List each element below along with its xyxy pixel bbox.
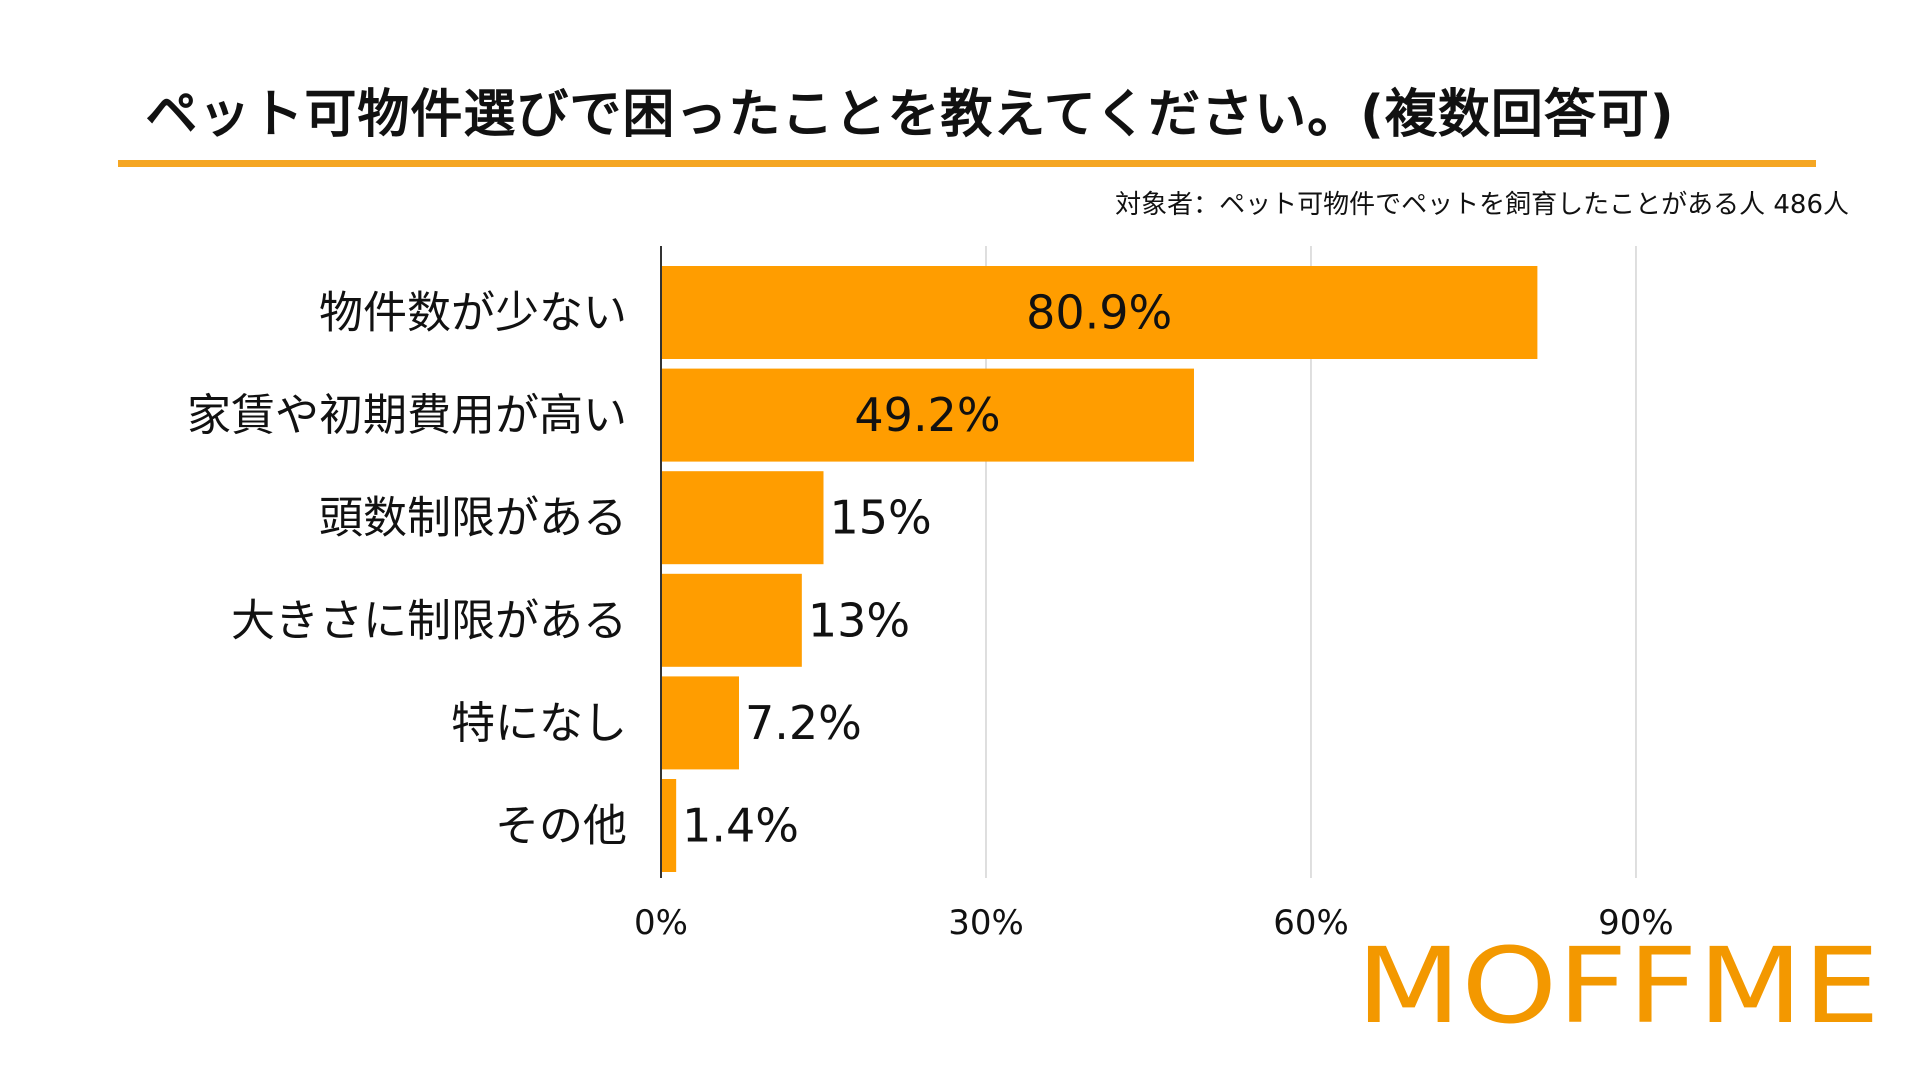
data-label: 15% bbox=[829, 491, 931, 545]
category-label: 家賃や初期費用が高い bbox=[187, 390, 627, 441]
x-tick-label: 90% bbox=[1598, 903, 1674, 943]
x-tick-label: 0% bbox=[634, 903, 688, 943]
data-label: 7.2% bbox=[745, 696, 862, 750]
category-label: 物件数が少ない bbox=[319, 288, 627, 339]
chart-subtitle: 対象者：ペット可物件でペットを飼育したことがある人 486人 bbox=[1115, 190, 1849, 220]
bar-5 bbox=[661, 676, 739, 770]
category-label: その他 bbox=[495, 801, 627, 852]
moffme-logo: MOFFME bbox=[1356, 940, 1880, 1030]
bar-2 bbox=[661, 368, 1194, 462]
x-tick-label: 30% bbox=[948, 903, 1024, 943]
bar-3 bbox=[661, 471, 824, 565]
data-label: 80.9% bbox=[1026, 286, 1172, 340]
bar-4 bbox=[661, 573, 802, 667]
data-label: 13% bbox=[808, 593, 910, 647]
data-label: 49.2% bbox=[854, 388, 1000, 442]
data-label: 1.4% bbox=[682, 799, 799, 853]
title-divider bbox=[118, 160, 1816, 167]
logo-wordmark: MOFFME bbox=[1356, 940, 1880, 1030]
chart-title: ペット可物件選びで困ったことを教えてください。(複数回答可) bbox=[145, 85, 1675, 145]
bar-6 bbox=[661, 779, 677, 872]
x-tick-label: 60% bbox=[1273, 903, 1349, 943]
category-label: 頭数制限がある bbox=[319, 493, 627, 544]
category-label: 特になし bbox=[451, 698, 627, 749]
category-label: 大きさに制限がある bbox=[231, 595, 627, 646]
bar-1 bbox=[661, 266, 1538, 359]
